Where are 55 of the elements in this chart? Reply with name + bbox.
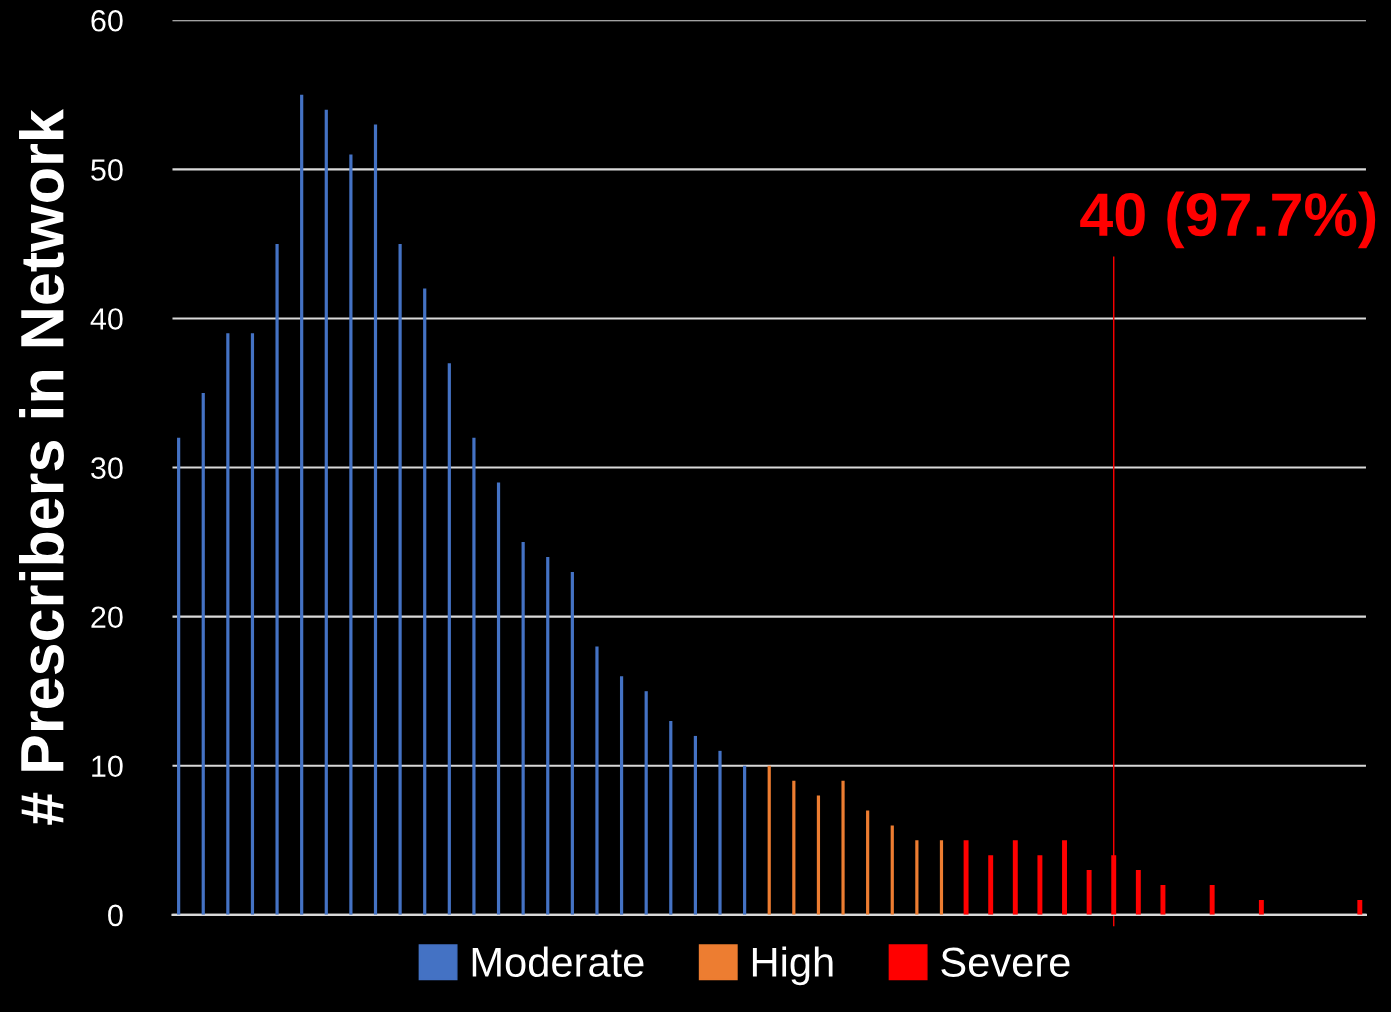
- bar: [1135, 870, 1141, 915]
- bar: [226, 333, 230, 915]
- y-tick-label: 20: [91, 606, 123, 629]
- bar: [619, 676, 624, 915]
- bar: [963, 840, 969, 915]
- legend-label: High: [752, 946, 833, 986]
- bar: [324, 109, 328, 915]
- bar: [792, 780, 796, 915]
- bar: [423, 288, 427, 915]
- bar: [816, 795, 821, 915]
- bar: [743, 765, 747, 915]
- bar: [890, 825, 894, 915]
- bar: [669, 721, 673, 915]
- legend-label: Moderate: [472, 946, 644, 978]
- bar: [595, 646, 599, 915]
- annotation: 40 (97.7%): [1080, 191, 1376, 249]
- bar: [988, 855, 994, 915]
- bar: [1086, 870, 1092, 915]
- bar: [177, 437, 181, 915]
- bar: [841, 780, 845, 915]
- bar: [1160, 885, 1166, 915]
- legend-label: Severe: [941, 947, 1070, 978]
- bar: [472, 437, 476, 915]
- bar: [644, 691, 648, 915]
- bar: [447, 363, 451, 915]
- bar: [521, 542, 525, 915]
- bar: [718, 750, 722, 915]
- bar: [398, 243, 402, 915]
- y-tick-label: 30: [91, 457, 123, 479]
- bar: [1062, 840, 1067, 915]
- bar: [1037, 855, 1043, 915]
- y-tick-label: 50: [91, 159, 123, 181]
- bar: [300, 94, 304, 915]
- bar: [496, 482, 501, 915]
- bar: [866, 810, 870, 915]
- y-axis-title: # Prescribers in Network: [19, 109, 64, 825]
- bar: [250, 333, 255, 915]
- bar: [939, 840, 944, 915]
- bar: [373, 124, 378, 915]
- y-tick-label: 10: [92, 755, 123, 778]
- bar: [1258, 899, 1264, 915]
- bar: [1012, 840, 1018, 915]
- bar: [275, 243, 279, 915]
- bar: [767, 765, 771, 915]
- y-tick-label: 0: [108, 904, 123, 927]
- bar: [201, 392, 205, 915]
- bar: [693, 735, 697, 915]
- bar: [1357, 899, 1363, 915]
- bar: [1209, 885, 1215, 915]
- y-tick-label: 60: [91, 9, 123, 32]
- bar: [915, 840, 919, 915]
- bar: [546, 557, 550, 915]
- bar: [570, 571, 574, 915]
- bar: [349, 154, 353, 915]
- y-tick-label: 40: [90, 308, 123, 330]
